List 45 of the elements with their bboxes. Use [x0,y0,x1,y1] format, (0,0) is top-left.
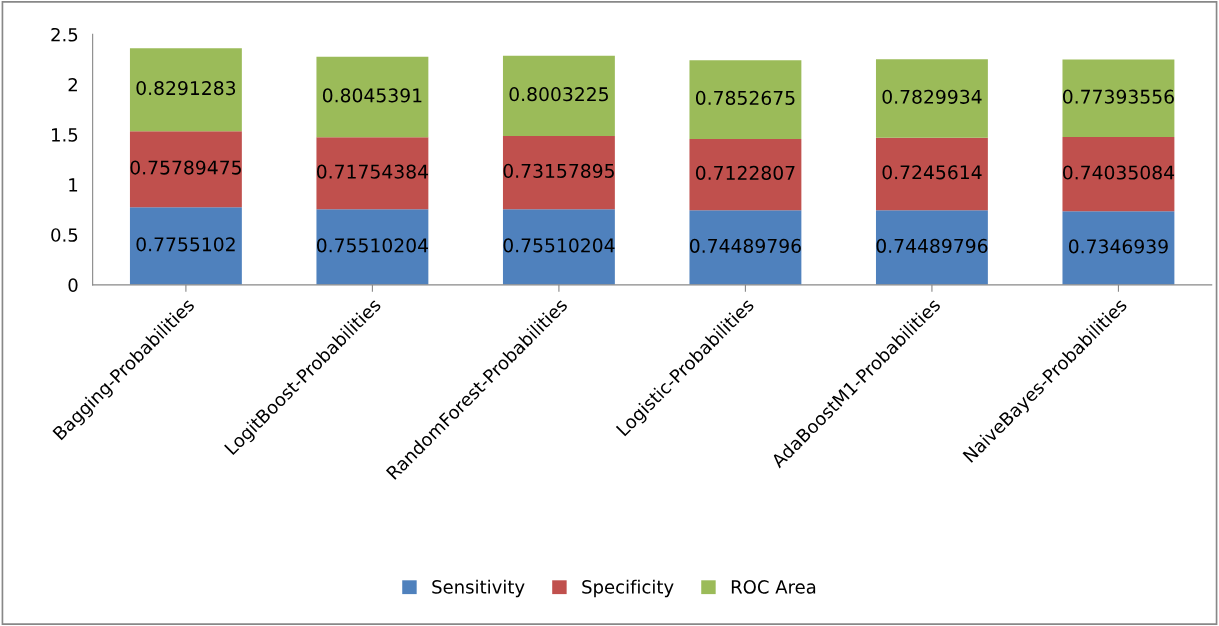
data-label: 0.8003225 [509,87,608,102]
bar [129,48,242,132]
data-label: 0.73157895 [503,163,614,178]
legend-label: Sensitivity [432,579,525,598]
bar [875,137,988,211]
bar [1062,137,1175,212]
data-label: 0.7829934 [882,89,982,104]
data-label: 0.7245614 [882,165,982,180]
bar [502,135,615,210]
bar [316,209,429,285]
legend-label: Specificity [582,579,674,598]
y-tick-label: 0.5 [51,228,78,242]
data-label: 0.74489796 [876,238,988,253]
bar [502,209,615,285]
bar [1062,211,1175,285]
bar [129,131,242,208]
data-label: 0.8045391 [322,88,422,103]
y-tick-label: 2 [68,77,77,92]
data-label: 0.71754384 [316,164,429,179]
data-label: 0.74489796 [689,238,801,253]
bar [689,210,802,285]
bar [316,137,429,210]
data-label: 0.7346939 [1068,239,1168,254]
bar [875,210,988,285]
bar [1062,59,1175,138]
legend-label: ROC Area [731,580,816,594]
bar [875,59,988,138]
data-label: 0.7852675 [695,90,795,105]
bar [502,55,615,136]
y-tick-label: 1.5 [52,128,78,142]
bar [129,207,242,285]
data-label: 0.75510204 [316,238,429,253]
y-tick-label: 1 [69,178,78,192]
y-tick-label: 0 [68,278,78,292]
bar [316,56,429,138]
y-tick-label: 2.5 [51,27,78,42]
data-label: 0.75789475 [130,160,241,175]
data-label: 0.77393556 [1063,89,1174,104]
data-label: 0.74035084 [1063,165,1175,180]
data-label: 0.7755102 [136,237,235,252]
bar [689,60,802,139]
bar [689,138,802,211]
data-label: 0.75510204 [503,238,615,253]
data-label: 0.7122807 [695,165,795,180]
data-label: 0.8291283 [136,80,236,96]
